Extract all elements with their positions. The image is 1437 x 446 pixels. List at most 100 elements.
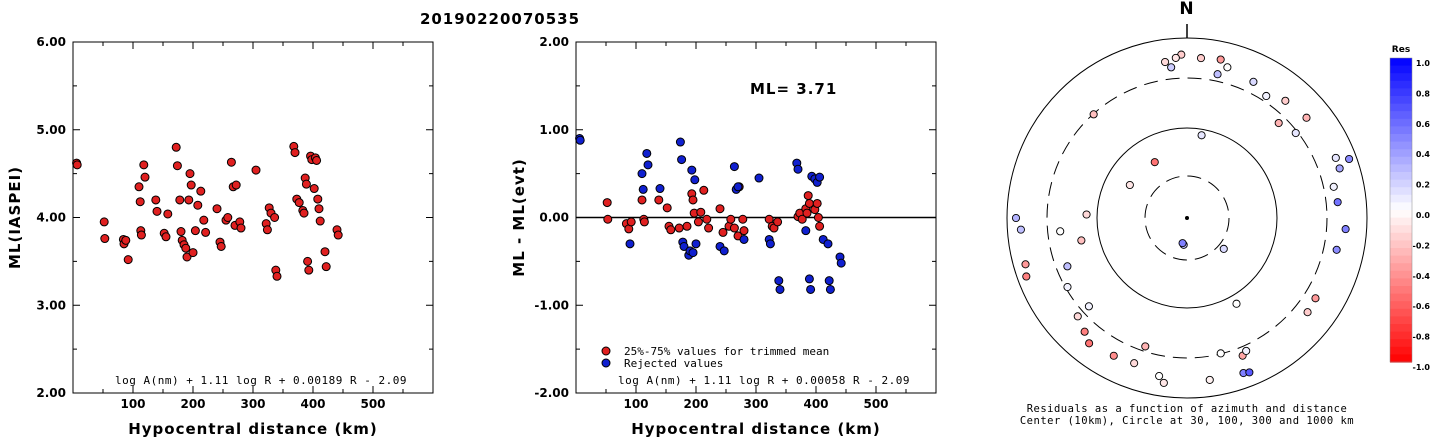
colorbar-segment <box>1390 324 1412 333</box>
colorbar-tick-label: -1.0 <box>1413 363 1431 372</box>
colorbar-segment <box>1390 278 1412 287</box>
station-residual <box>1332 245 1341 254</box>
y-axis-label: ML - ML(evt) <box>510 158 528 276</box>
colorbar-tick-label: 0.4 <box>1416 150 1431 159</box>
data-point <box>303 256 313 266</box>
kept-point <box>803 191 813 201</box>
colorbar-segment <box>1390 118 1412 127</box>
data-point <box>193 200 203 210</box>
kept-point <box>639 217 649 227</box>
rejected-point <box>739 234 749 244</box>
colorbar-frame <box>1389 57 1413 363</box>
colorbar-segment <box>1390 225 1412 234</box>
data-point <box>231 180 241 190</box>
colorbar-segment <box>1390 354 1412 363</box>
rejected-point <box>815 172 825 182</box>
kept-point <box>674 223 684 233</box>
rejected-point <box>642 148 652 158</box>
station-residual <box>1016 225 1025 234</box>
data-point <box>315 216 325 226</box>
station-residual <box>1063 262 1072 271</box>
rejected-point <box>687 165 697 175</box>
kept-point <box>699 185 709 195</box>
kept-point <box>739 226 749 236</box>
station-residual <box>1089 110 1098 119</box>
station-residual <box>1159 378 1168 387</box>
kept-point <box>688 195 698 205</box>
kept-point <box>696 207 706 217</box>
data-point <box>185 169 195 179</box>
data-point <box>121 235 131 245</box>
legend-label: 25%-75% values for trimmed mean <box>624 345 829 358</box>
station-residual <box>1249 77 1258 86</box>
data-point <box>176 227 186 237</box>
colorbar-segment <box>1390 73 1412 82</box>
colorbar-segment <box>1390 270 1412 279</box>
station-residual <box>1063 282 1072 292</box>
data-point <box>290 148 300 158</box>
rejected-point <box>823 239 833 249</box>
data-point <box>212 204 222 214</box>
data-point <box>134 182 144 192</box>
caption-line-1: Residuals as a function of azimuth and d… <box>1027 403 1348 415</box>
colorbar-segment <box>1390 96 1412 105</box>
station-residual <box>1073 312 1082 321</box>
data-point <box>312 155 322 165</box>
y-axis-label: ML(IASPEI) <box>6 166 24 269</box>
rejected-point <box>824 276 834 286</box>
x-tick-label: 500 <box>360 397 385 411</box>
colorbar-segment <box>1390 217 1412 226</box>
rejected-point <box>719 246 729 256</box>
legend-label: Rejected values <box>624 357 723 370</box>
station-residual <box>1302 113 1311 122</box>
data-point <box>196 186 206 196</box>
data-point <box>181 243 191 253</box>
colorbar-tick-label: 0.2 <box>1416 181 1430 190</box>
station-residual <box>1329 182 1338 191</box>
station-residual <box>1311 294 1320 303</box>
station-residual <box>1232 299 1241 308</box>
station-residual <box>1335 164 1344 173</box>
rejected-point <box>836 258 846 268</box>
data-point <box>175 195 185 205</box>
data-point <box>313 194 323 204</box>
north-label: N <box>1179 0 1194 19</box>
y-tick-label: 5.00 <box>36 123 66 137</box>
figure-title: 20190220070535 <box>420 10 580 28</box>
station-residual <box>1216 349 1225 358</box>
rejected-point <box>691 239 701 249</box>
data-point <box>152 206 162 216</box>
colorbar-segment <box>1390 293 1412 302</box>
kept-point <box>693 217 703 227</box>
colorbar-segment <box>1390 346 1412 355</box>
data-point <box>309 184 319 194</box>
rejected-point <box>655 184 665 194</box>
rejected-point <box>638 184 648 194</box>
colorbar-title: Res <box>1392 45 1410 55</box>
rejected-point <box>825 284 835 294</box>
ml-annotation: ML= 3.71 <box>750 80 837 98</box>
colorbar-segment <box>1390 111 1412 120</box>
kept-point <box>715 204 725 214</box>
colorbar-segment <box>1390 187 1412 196</box>
ring-30km <box>1144 175 1230 261</box>
station-residual <box>1178 239 1187 248</box>
station-residual <box>1333 198 1342 207</box>
station-residual <box>1082 210 1091 219</box>
data-point <box>172 161 182 171</box>
rejected-point <box>806 284 816 294</box>
data-point <box>188 248 198 258</box>
data-point <box>72 160 82 170</box>
colorbar-segment <box>1390 58 1412 67</box>
rejected-point <box>575 135 585 145</box>
station-residual <box>1125 180 1134 190</box>
data-point <box>136 230 146 240</box>
x-axis-label: Hypocentral distance (km) <box>128 420 378 438</box>
plot-frame <box>72 41 434 394</box>
colorbar-segment <box>1390 134 1412 143</box>
x-tick-label: 200 <box>180 397 205 411</box>
colorbar-tick-label: 0.6 <box>1416 120 1431 129</box>
colorbar-segment <box>1390 232 1412 241</box>
